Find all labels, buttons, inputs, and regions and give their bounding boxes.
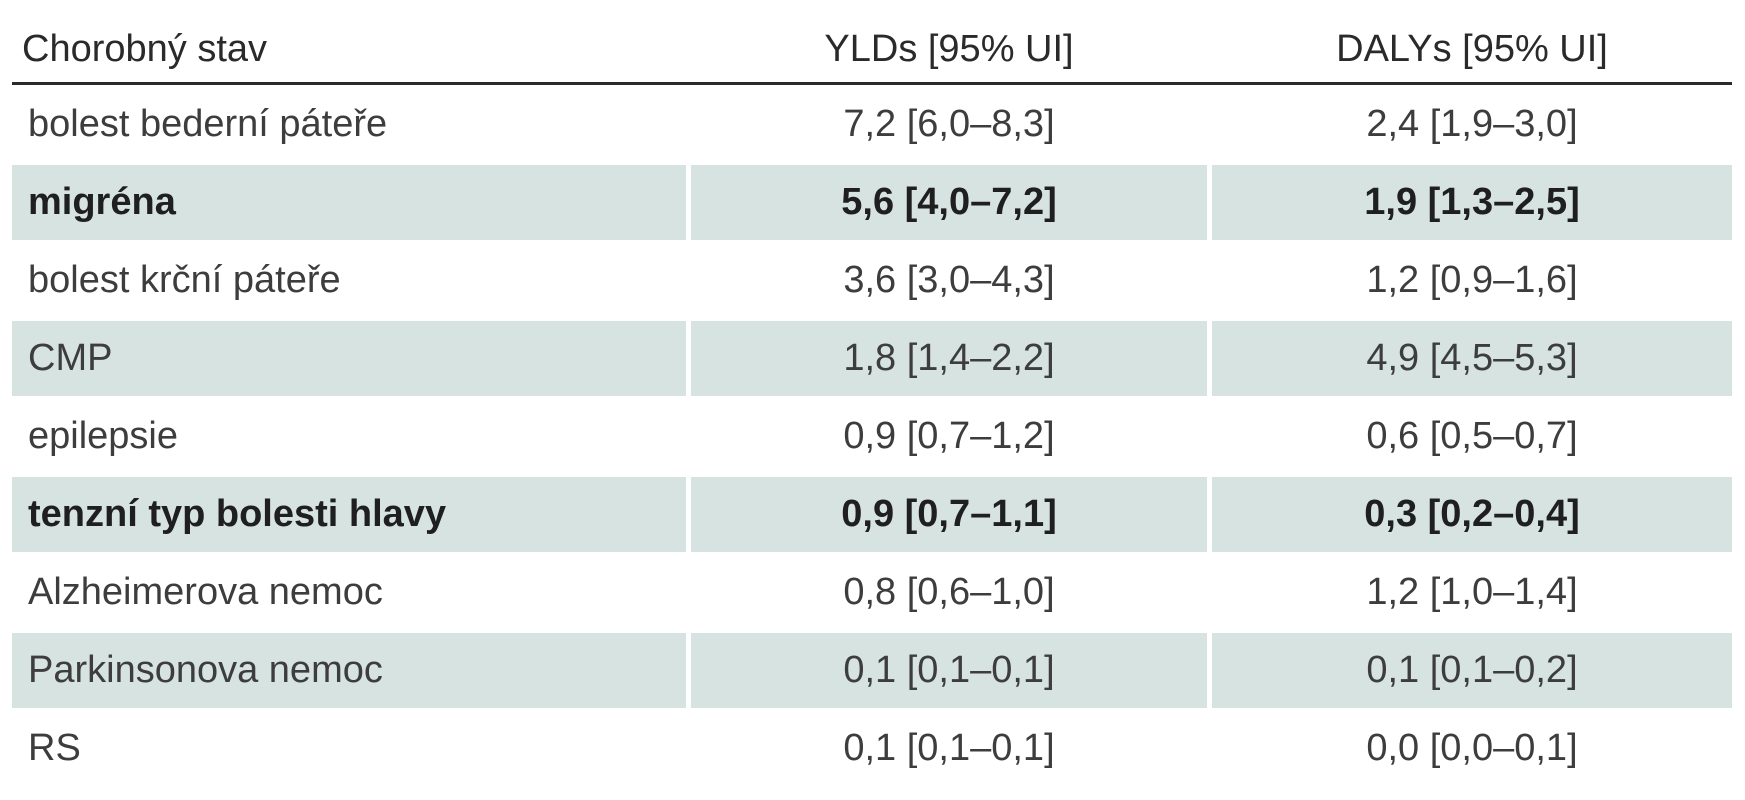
cell-condition: epilepsie — [28, 415, 178, 457]
cell-dalys: 1,2 [1,0–1,4] — [1366, 571, 1578, 613]
cell-ylds: 0,1 [0,1–0,1] — [843, 727, 1055, 769]
cell-condition: Parkinsonova nemoc — [12, 633, 686, 708]
cell-condition: tenzní typ bolesti hlavy — [12, 477, 686, 552]
table-row: RS 0,1 [0,1–0,1] 0,0 [0,0–0,1] — [12, 711, 1732, 789]
table-row: Parkinsonova nemoc 0,1 [0,1–0,1] 0,1 [0,… — [12, 633, 1732, 711]
cell-ylds: 1,8 [1,4–2,2] — [691, 321, 1207, 396]
cell-dalys: 0,0 [0,0–0,1] — [1366, 727, 1578, 769]
table-row: migréna 5,6 [4,0–7,2] 1,9 [1,3–2,5] — [12, 165, 1732, 243]
cell-condition: migréna — [12, 165, 686, 240]
header-condition: Chorobný stav — [22, 28, 268, 70]
table-header: Chorobný stav YLDs [95% UI] DALYs [95% U… — [12, 20, 1732, 85]
header-ylds: YLDs [95% UI] — [824, 28, 1074, 70]
cell-condition: bolest bederní páteře — [28, 103, 388, 145]
cell-dalys: 2,4 [1,9–3,0] — [1366, 103, 1578, 145]
data-table: Chorobný stav YLDs [95% UI] DALYs [95% U… — [12, 20, 1732, 789]
cell-condition: Alzheimerova nemoc — [28, 571, 383, 613]
cell-dalys: 1,9 [1,3–2,5] — [1212, 165, 1732, 240]
table-row: bolest bederní páteře 7,2 [6,0–8,3] 2,4 … — [12, 87, 1732, 165]
table-row: Alzheimerova nemoc 0,8 [0,6–1,0] 1,2 [1,… — [12, 555, 1732, 633]
cell-dalys: 0,3 [0,2–0,4] — [1212, 477, 1732, 552]
cell-condition: RS — [28, 727, 81, 769]
cell-ylds: 0,1 [0,1–0,1] — [691, 633, 1207, 708]
header-dalys: DALYs [95% UI] — [1336, 28, 1608, 70]
cell-condition: CMP — [12, 321, 686, 396]
cell-ylds: 3,6 [3,0–4,3] — [843, 259, 1055, 301]
cell-ylds: 0,9 [0,7–1,1] — [691, 477, 1207, 552]
cell-dalys: 4,9 [4,5–5,3] — [1212, 321, 1732, 396]
cell-condition: bolest krční páteře — [28, 259, 341, 301]
cell-ylds: 7,2 [6,0–8,3] — [843, 103, 1055, 145]
cell-dalys: 0,6 [0,5–0,7] — [1366, 415, 1578, 457]
cell-ylds: 0,9 [0,7–1,2] — [843, 415, 1055, 457]
cell-ylds: 0,8 [0,6–1,0] — [843, 571, 1055, 613]
table-row: tenzní typ bolesti hlavy 0,9 [0,7–1,1] 0… — [12, 477, 1732, 555]
table-row: epilepsie 0,9 [0,7–1,2] 0,6 [0,5–0,7] — [12, 399, 1732, 477]
table-row: CMP 1,8 [1,4–2,2] 4,9 [4,5–5,3] — [12, 321, 1732, 399]
cell-ylds: 5,6 [4,0–7,2] — [691, 165, 1207, 240]
table-row: bolest krční páteře 3,6 [3,0–4,3] 1,2 [0… — [12, 243, 1732, 321]
cell-dalys: 0,1 [0,1–0,2] — [1212, 633, 1732, 708]
cell-dalys: 1,2 [0,9–1,6] — [1366, 259, 1578, 301]
